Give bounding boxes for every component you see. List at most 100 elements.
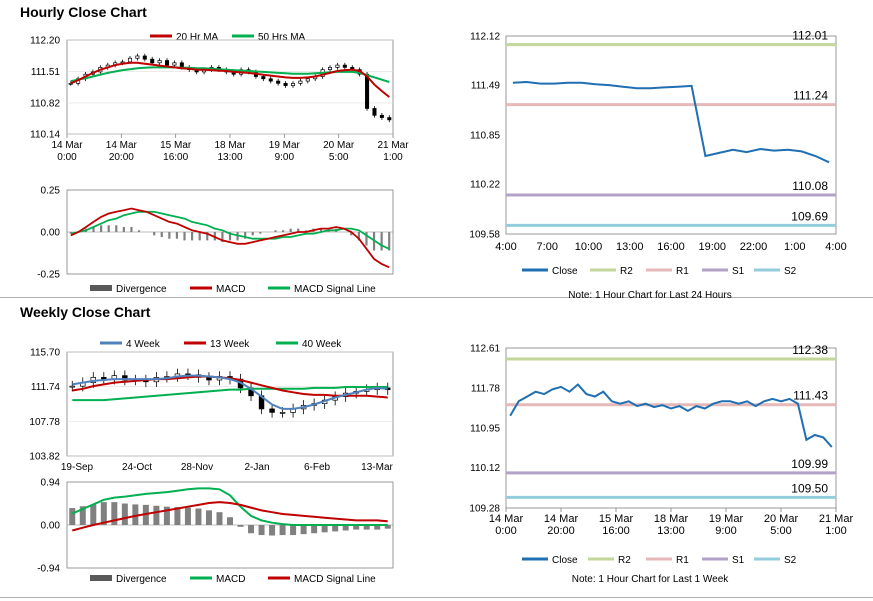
candle xyxy=(157,60,162,64)
legend-label: MACD Signal Line xyxy=(294,574,376,585)
divergence-bar xyxy=(374,525,381,530)
x-tick-label: 7:00 xyxy=(537,241,558,253)
y-tick-label: 111.74 xyxy=(31,382,61,393)
candle xyxy=(276,80,281,84)
macd-signal-line xyxy=(70,210,390,250)
plot-area xyxy=(505,35,837,235)
x-tick-label: 22:00 xyxy=(740,241,768,253)
x-tick-label: 19-Sep xyxy=(61,462,94,473)
legend-label: 4 Week xyxy=(126,339,161,350)
y-tick-label: 110.12 xyxy=(470,463,500,474)
x-tick-label: 15 Mar 16:00 xyxy=(599,513,634,537)
candle xyxy=(365,73,370,109)
y-tick-label: 103.82 xyxy=(29,452,60,463)
y-tick-label: 0.94 xyxy=(41,478,61,489)
x-tick-label: 13-Mar xyxy=(361,462,393,473)
bottom-divider xyxy=(0,597,873,598)
x-tick-label: 20 Mar 5:00 xyxy=(323,140,355,163)
divergence-bar xyxy=(205,510,212,525)
x-tick-label: 10:00 xyxy=(575,241,603,253)
level-label-r1: 111.24 xyxy=(793,89,828,103)
y-tick-label: 110.95 xyxy=(470,423,500,434)
legend-label: Close xyxy=(552,555,578,566)
candle xyxy=(206,377,212,381)
x-tick-label: 4:00 xyxy=(825,241,846,253)
y-tick-label: 107.78 xyxy=(29,417,60,428)
candle xyxy=(290,82,295,86)
x-tick-label: 28-Nov xyxy=(181,462,213,473)
candle xyxy=(279,412,286,414)
divergence-bar xyxy=(311,525,318,534)
divergence-bar xyxy=(111,502,118,525)
candle xyxy=(387,117,392,121)
legend-label: 20 Hr MA xyxy=(176,32,219,43)
divergence-bar xyxy=(248,525,255,534)
chart-note: Note: 1 Hour Chart for Last 24 Hours xyxy=(568,290,731,298)
level-label-r1: 111.43 xyxy=(793,389,828,403)
candle xyxy=(179,62,184,68)
y-tick-label: 109.28 xyxy=(469,504,500,515)
legend-label: Divergence xyxy=(116,574,167,585)
y-tick-label: 0.00 xyxy=(41,228,61,239)
macd-line xyxy=(70,207,390,269)
x-tick-label: 6-Feb xyxy=(304,462,331,473)
divergence-bar xyxy=(258,525,265,536)
y-tick-label: 110.14 xyxy=(30,130,60,141)
divergence-bar xyxy=(132,504,139,525)
divergence-bar xyxy=(216,512,223,525)
candle xyxy=(261,76,266,80)
divergence-bar xyxy=(90,504,97,525)
level-label-r2: 112.01 xyxy=(792,29,828,43)
candle xyxy=(372,108,377,116)
weekly-price-legend: 4 Week 13 Week 40 Week xyxy=(100,339,342,350)
y-tick-label: -0.25 xyxy=(37,270,60,281)
candle xyxy=(135,55,140,59)
macd-signal-line xyxy=(72,501,388,532)
hourly-price-chart: 20 Hr MA 50 Hrs MA 112.20 111.51 110.82 110.… xyxy=(30,32,409,163)
candle xyxy=(172,62,177,66)
divergence-bar xyxy=(279,525,286,536)
candle xyxy=(69,385,75,388)
y-tick-label: 115.70 xyxy=(30,348,60,359)
candle xyxy=(268,78,273,82)
weekly-price-chart: 4 Week 13 Week 40 Week 115.70 111.74 107.78 1… xyxy=(29,339,393,473)
x-tick-label: 14 Mar 0:00 xyxy=(489,513,524,537)
candle xyxy=(68,82,73,85)
weekly-macd-legend: Divergence MACD MACD Signal Line xyxy=(90,574,376,585)
legend-label: Close xyxy=(552,266,578,277)
legend-label: 50 Hrs MA xyxy=(258,32,306,43)
legend-label: MACD Signal Line xyxy=(294,284,376,295)
y-tick-label: 112.61 xyxy=(470,344,500,355)
close-line xyxy=(512,80,830,164)
y-tick-label: 110.85 xyxy=(470,131,500,142)
y-tick-label: 111.49 xyxy=(471,81,501,92)
ma-20hr-line xyxy=(70,61,390,98)
x-tick-label: 24-Oct xyxy=(122,462,152,473)
legend-label: MACD xyxy=(216,574,245,585)
level-label-r2: 112.38 xyxy=(792,343,828,357)
legend-label: R1 xyxy=(676,555,689,566)
weekly-section-title: Weekly Close Chart xyxy=(20,304,151,320)
macd-line xyxy=(71,487,388,526)
divergence-bar xyxy=(79,506,86,525)
x-tick-label: 21 Mar 1:00 xyxy=(819,513,854,537)
divergence-bar xyxy=(363,525,370,530)
divergence-bar xyxy=(227,517,233,525)
divergence-bar xyxy=(195,508,202,525)
legend-label: MACD xyxy=(216,284,245,295)
divergence-bar xyxy=(100,502,107,525)
weekly-macd-chart: 0.94 0.00 -0.94 Divergence MACD MACD Signal L… xyxy=(37,478,394,585)
weekly-levels-legend: Close R2 R1 S1 S2 Note: 1 Hour Chart for Last… xyxy=(522,555,797,585)
divergence-bar xyxy=(353,525,360,530)
hourly-price-legend: 20 Hr MA 50 Hrs MA xyxy=(150,32,306,43)
legend-label: Divergence xyxy=(116,284,167,295)
y-tick-label: 0.00 xyxy=(41,521,61,532)
ma-40wk-line xyxy=(72,386,388,402)
divergence-bar xyxy=(269,525,276,536)
legend-label: 40 Week xyxy=(302,339,342,350)
level-label-s2: 109.50 xyxy=(791,481,828,495)
x-tick-label: 16:00 xyxy=(657,241,685,253)
x-tick-label: 18 Mar 13:00 xyxy=(214,140,246,163)
candle xyxy=(269,408,275,413)
legend-label: R2 xyxy=(620,266,633,277)
